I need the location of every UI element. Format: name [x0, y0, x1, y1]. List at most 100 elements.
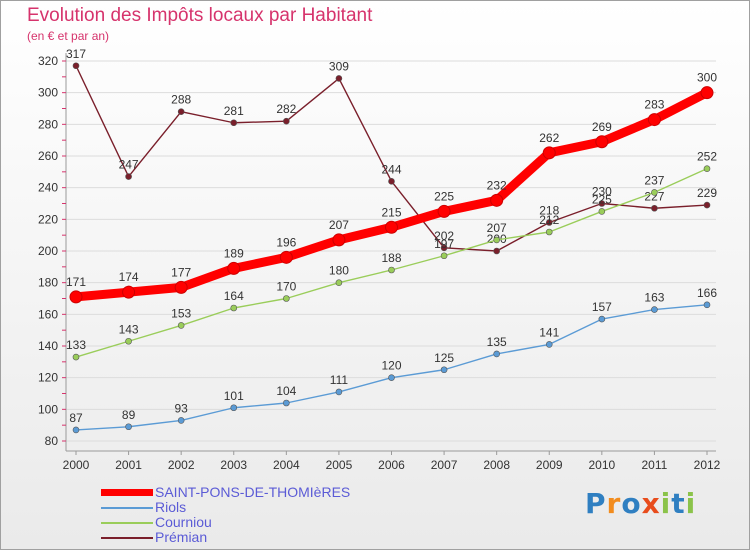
- data-point: [335, 75, 343, 82]
- x-tick-label: 2000: [63, 458, 90, 472]
- data-label: 283: [644, 98, 664, 112]
- data-point: [703, 165, 711, 172]
- data-point: [125, 337, 132, 345]
- y-tick-label: 100: [38, 402, 58, 416]
- y-tick-label: 200: [38, 244, 58, 258]
- data-point: [174, 280, 188, 294]
- logo-letter: P: [585, 487, 607, 520]
- data-label: 252: [697, 150, 717, 164]
- data-point: [493, 350, 500, 358]
- data-label: 101: [224, 389, 244, 403]
- data-point: [125, 423, 132, 431]
- data-label: 177: [171, 265, 191, 279]
- data-label: 141: [539, 325, 559, 339]
- data-point: [647, 113, 661, 127]
- data-label: 135: [487, 335, 507, 349]
- data-label: 188: [381, 251, 401, 265]
- data-point: [125, 173, 132, 180]
- data-label: 300: [697, 71, 717, 85]
- data-point: [545, 341, 553, 348]
- data-point: [283, 295, 290, 302]
- x-tick-label: 2008: [483, 458, 510, 472]
- logo-letter: i: [660, 487, 672, 520]
- data-point: [493, 247, 500, 255]
- data-point: [122, 285, 136, 299]
- data-point: [598, 315, 606, 323]
- y-tick-label: 80: [45, 434, 59, 448]
- data-label: 120: [381, 359, 401, 373]
- data-label: 196: [276, 235, 296, 249]
- data-label: 288: [171, 93, 191, 107]
- x-tick-label: 2012: [694, 458, 721, 472]
- data-label: 157: [592, 300, 612, 314]
- data-label: 230: [592, 185, 612, 199]
- data-point: [545, 219, 553, 226]
- data-label: 89: [122, 408, 136, 422]
- data-point: [72, 62, 80, 70]
- chart-subtitle: (en € et par an): [27, 29, 110, 43]
- data-point: [437, 204, 451, 218]
- logo-letter: x: [641, 487, 661, 520]
- data-label: 166: [697, 286, 717, 300]
- x-tick-label: 2011: [642, 458, 668, 472]
- legend-swatch-saint-pons: [101, 489, 153, 496]
- y-tick-label: 140: [38, 339, 58, 353]
- legend-label-courniou: Courniou: [155, 514, 212, 530]
- data-label: 229: [697, 186, 717, 200]
- x-tick-label: 2001: [115, 458, 142, 472]
- chart-title: Evolution des Impôts locaux par Habitant: [27, 5, 373, 26]
- logo-letter: i: [685, 487, 697, 520]
- x-tick-label: 2007: [431, 458, 458, 472]
- data-label: 153: [171, 306, 191, 320]
- data-label: 212: [539, 213, 559, 227]
- data-point: [545, 228, 553, 236]
- data-label: 247: [119, 158, 139, 172]
- data-label: 202: [434, 229, 454, 243]
- data-point: [230, 304, 238, 312]
- data-point: [490, 193, 504, 207]
- x-tick-label: 2002: [168, 458, 195, 472]
- data-point: [69, 290, 83, 304]
- data-label: 215: [381, 205, 401, 219]
- data-point: [230, 119, 238, 127]
- data-label: 262: [539, 131, 559, 145]
- data-point: [440, 244, 448, 252]
- data-label: 174: [119, 270, 139, 284]
- data-point: [440, 252, 448, 260]
- data-label: 171: [66, 275, 86, 289]
- y-tick-label: 180: [38, 276, 58, 290]
- data-point: [598, 208, 606, 215]
- data-label: 244: [381, 162, 401, 176]
- data-label: 197: [434, 237, 454, 251]
- data-label: 180: [329, 264, 349, 278]
- x-tick-label: 2010: [588, 458, 615, 472]
- data-label: 207: [487, 221, 507, 235]
- data-label: 143: [119, 322, 139, 336]
- data-label: 225: [592, 192, 612, 206]
- data-point: [385, 220, 398, 234]
- data-label: 189: [224, 246, 244, 260]
- data-point: [177, 108, 185, 115]
- data-point: [279, 250, 293, 264]
- data-point: [700, 86, 714, 100]
- logo-letter: r: [606, 487, 622, 520]
- proxiti-logo: Proxiti: [585, 487, 696, 520]
- legend-label-riols: Riols: [155, 499, 187, 515]
- data-point: [703, 201, 711, 209]
- data-point: [440, 366, 448, 374]
- logo-letter: o: [621, 487, 642, 520]
- data-label: 309: [329, 59, 349, 73]
- data-point: [177, 417, 185, 424]
- data-label: 207: [329, 218, 349, 232]
- x-tick-label: 2004: [273, 458, 300, 472]
- data-label: 164: [224, 289, 244, 303]
- data-point: [72, 426, 80, 434]
- y-tick-label: 280: [38, 117, 58, 131]
- data-point: [651, 189, 658, 196]
- data-point: [388, 374, 395, 381]
- data-point: [177, 322, 185, 329]
- data-label: 104: [276, 384, 296, 398]
- legend-swatch-riols: [101, 507, 153, 509]
- y-tick-label: 120: [38, 371, 58, 385]
